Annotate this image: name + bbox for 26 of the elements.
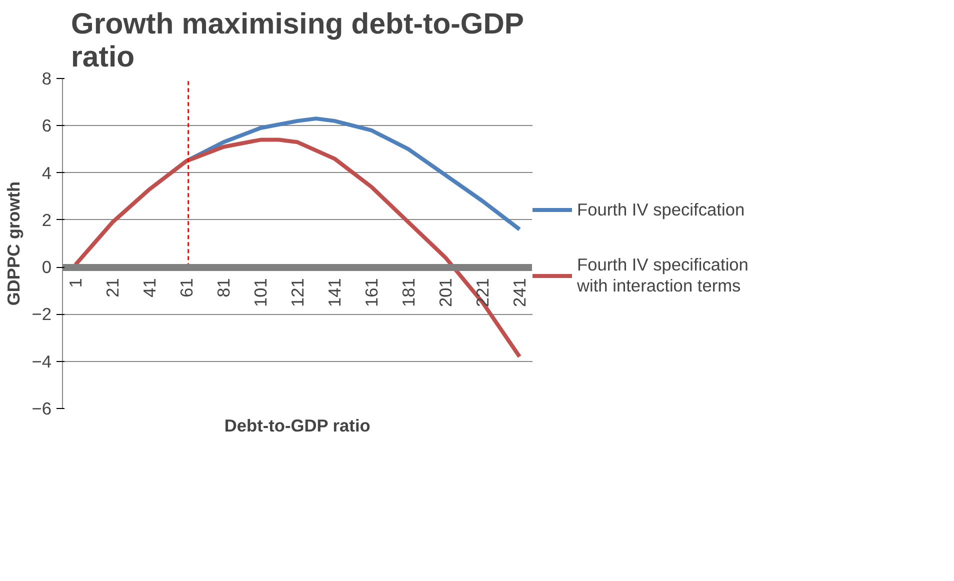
chart-title: Growth maximising debt-to-GDP ratio bbox=[71, 8, 524, 74]
x-axis-title: Debt-to-GDP ratio bbox=[224, 416, 370, 436]
x-tick-label: 61 bbox=[176, 278, 196, 298]
y-tick-label: −2 bbox=[32, 304, 52, 324]
y-tick-label: 6 bbox=[42, 116, 52, 136]
x-tick-label: 41 bbox=[139, 278, 160, 298]
legend-label: Fourth IV specification with interaction terms bbox=[577, 254, 750, 296]
y-tick-label: 8 bbox=[42, 68, 52, 88]
y-tick-label: 4 bbox=[42, 162, 52, 183]
y-tick-label: −4 bbox=[32, 351, 52, 372]
legend-label: Fourth IV specifcation bbox=[577, 198, 746, 222]
y-tick-label: −6 bbox=[32, 398, 52, 418]
x-tick-label: 181 bbox=[398, 278, 419, 307]
x-tick-label: 241 bbox=[510, 278, 530, 307]
y-tick-label: 0 bbox=[42, 257, 52, 278]
x-tick-label: 81 bbox=[213, 278, 234, 298]
x-tick-label: 161 bbox=[362, 278, 382, 307]
x-tick-label: 1 bbox=[65, 278, 86, 288]
y-tick-label: 2 bbox=[42, 210, 52, 230]
x-tick-label: 221 bbox=[472, 278, 493, 307]
x-tick-label: 201 bbox=[436, 278, 456, 307]
x-tick-label: 141 bbox=[324, 278, 345, 307]
x-tick-label: 101 bbox=[250, 278, 270, 307]
y-axis-title: GDPPC growth bbox=[4, 181, 24, 306]
x-tick-label: 121 bbox=[288, 278, 308, 307]
x-tick-label: 21 bbox=[102, 278, 122, 298]
